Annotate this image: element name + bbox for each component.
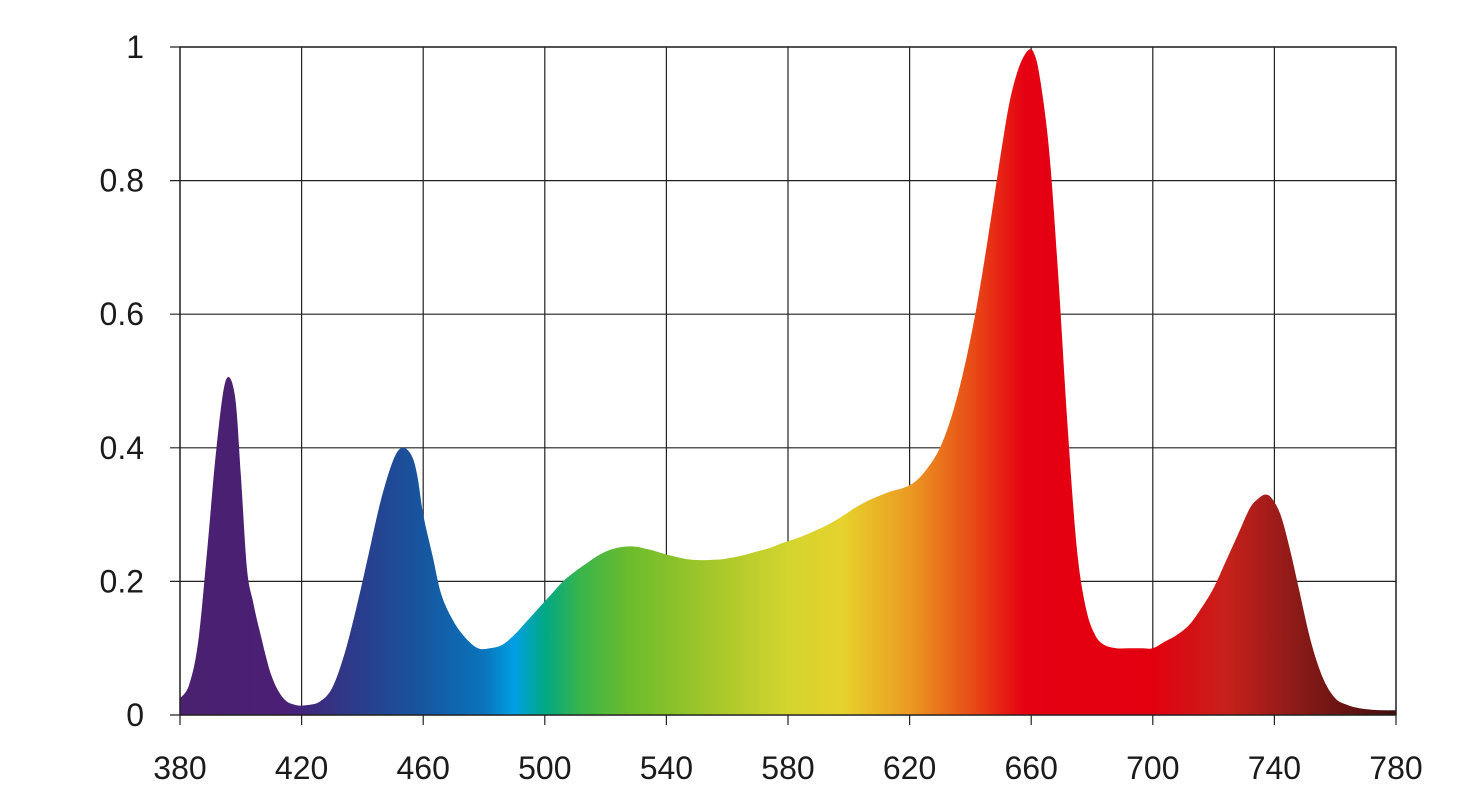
y-tick-label: 0 (126, 697, 144, 733)
y-tick-label: 0.4 (100, 430, 144, 466)
y-tick-label: 0.6 (100, 296, 144, 332)
y-tick-label: 0.8 (100, 163, 144, 199)
x-axis: 380 420 460 500 540 580 620 660 700 740 780 (153, 750, 1422, 786)
x-tick-label: 580 (761, 750, 814, 786)
y-axis: 0 0.2 0.4 0.6 0.8 1 (100, 29, 144, 733)
plot-frame (179, 46, 1397, 716)
y-tick-label: 0.2 (100, 563, 144, 599)
x-tick-label: 780 (1369, 750, 1422, 786)
x-tick-label: 740 (1248, 750, 1301, 786)
y-tick-label: 1 (126, 29, 144, 65)
x-tick-label: 420 (275, 750, 328, 786)
x-tick-label: 660 (1005, 750, 1058, 786)
x-tick-label: 700 (1126, 750, 1179, 786)
x-tick-label: 540 (640, 750, 693, 786)
x-tick-label: 620 (883, 750, 936, 786)
x-tick-label: 460 (397, 750, 450, 786)
x-tick-label: 380 (153, 750, 206, 786)
x-tick-label: 500 (518, 750, 571, 786)
spectrum-area (180, 49, 1396, 716)
